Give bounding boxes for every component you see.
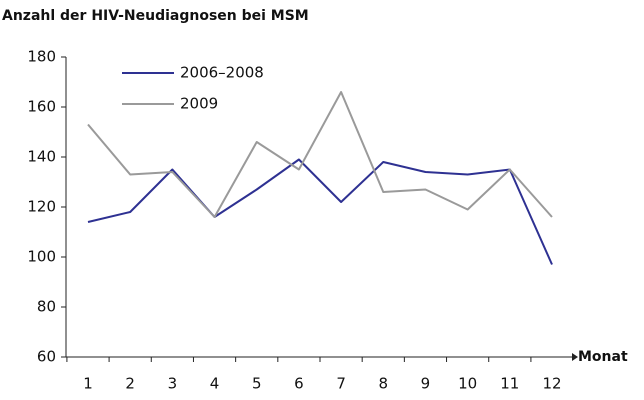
y-tick-label: 180 xyxy=(27,48,56,66)
y-tick-label: 140 xyxy=(27,148,56,166)
x-axis-arrow xyxy=(572,353,578,361)
series-line xyxy=(87,158,553,265)
x-tick-label: 12 xyxy=(542,375,561,393)
legend-label: 2006–2008 xyxy=(180,64,264,82)
y-tick-label: 160 xyxy=(27,98,56,116)
x-tick-label: 11 xyxy=(500,375,519,393)
x-tick-label: 3 xyxy=(168,375,178,393)
x-tick-label: 4 xyxy=(210,375,220,393)
x-tick-label: 7 xyxy=(336,375,346,393)
x-tick-label: 9 xyxy=(421,375,431,393)
x-axis-label: Monat xyxy=(578,349,628,365)
x-tick-label: 10 xyxy=(458,375,477,393)
chart-title: Anzahl der HIV-Neudiagnosen bei MSM xyxy=(2,8,309,24)
y-tick-label: 60 xyxy=(37,348,56,366)
y-tick-label: 80 xyxy=(37,298,56,316)
x-tick-label: 1 xyxy=(83,375,93,393)
series-line xyxy=(87,91,553,218)
x-tick-label: 2 xyxy=(125,375,135,393)
x-tick-label: 6 xyxy=(294,375,304,393)
y-tick-label: 120 xyxy=(27,198,56,216)
y-tick-label: 100 xyxy=(27,248,56,266)
x-tick-label: 5 xyxy=(252,375,262,393)
legend-label: 2009 xyxy=(180,95,218,113)
x-tick-label: 8 xyxy=(378,375,388,393)
